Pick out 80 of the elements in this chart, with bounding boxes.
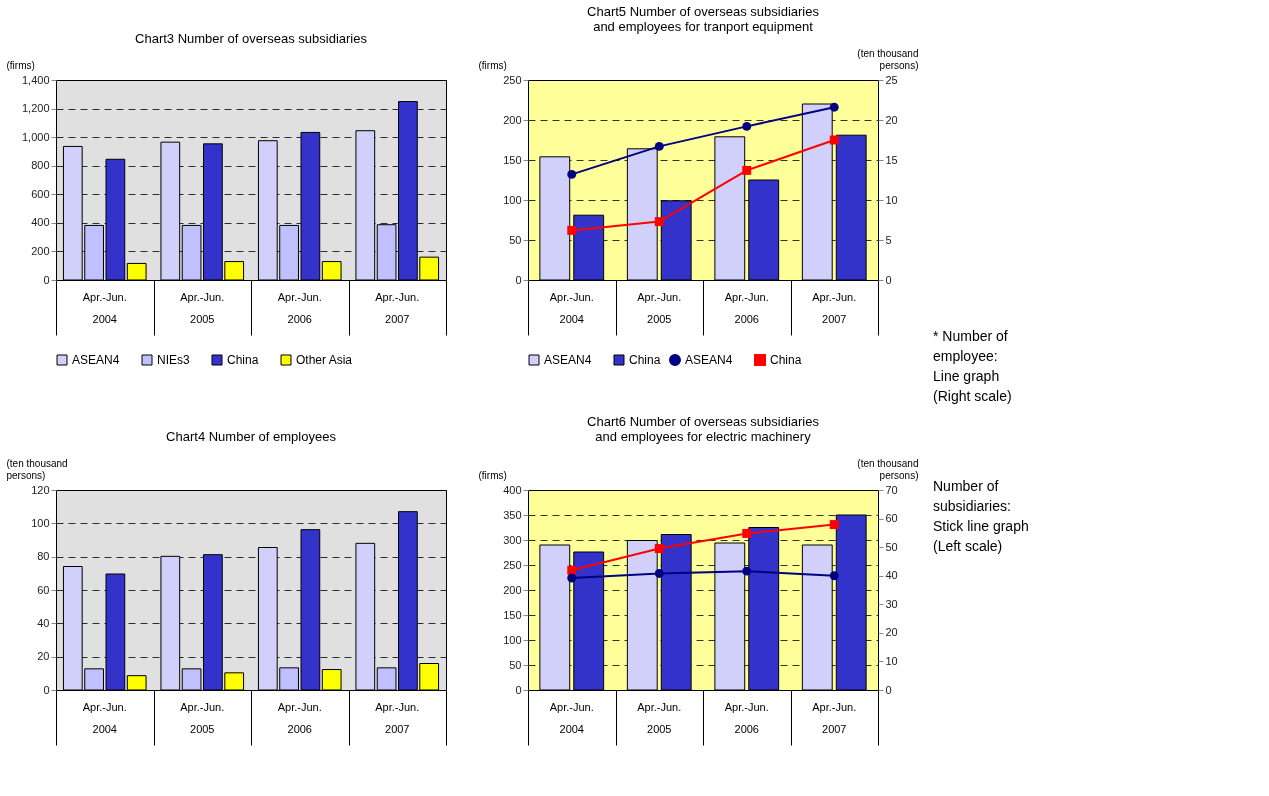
y-tick-label: 50	[509, 233, 522, 246]
y-tick-label: 0	[515, 683, 522, 696]
y-tick-label: 400	[503, 483, 522, 496]
y2-tick-label: 25	[885, 73, 898, 86]
y-tick-label: 400	[31, 216, 50, 229]
legend-label: Other Asia	[296, 353, 353, 367]
y2-tick-label: 15	[885, 153, 898, 166]
legend-label: NIEs3	[157, 353, 190, 367]
chart-title: Chart6 Number of overseas subsidiaries and employees for electric machinery	[587, 414, 820, 444]
x-tick-label: Apr.-Jun. 2006	[277, 291, 322, 325]
chart-title: Chart4 Number of employees	[166, 429, 337, 444]
y-tick-label: 200	[503, 113, 522, 126]
y2-tick-label: 0	[885, 273, 892, 286]
x-tick-label: Apr.-Jun. 2004	[549, 291, 594, 325]
y-tick-label: 1,000	[21, 130, 50, 143]
y2-tick-label: 10	[885, 193, 898, 206]
legend-label: ASEAN4	[72, 353, 120, 367]
y-tick-label: 150	[503, 153, 522, 166]
y-tick-label: 0	[515, 273, 522, 286]
x-tick-label: Apr.-Jun. 2004	[82, 701, 127, 735]
y-tick-label: 1,400	[21, 73, 50, 86]
y-tick-label: 40	[37, 616, 50, 629]
text: Number of subsidiaries: Stick line graph (Left scale)	[933, 478, 1029, 554]
y-tick-label: 250	[503, 73, 522, 86]
x-tick-label: Apr.-Jun. 2005	[180, 291, 225, 325]
y2-tick-label: 60	[885, 512, 898, 525]
x-tick-label: Apr.-Jun. 2007	[375, 291, 420, 325]
y-tick-label: 50	[509, 658, 522, 671]
y2-tick-label: 5	[885, 233, 892, 246]
x-tick-label: Apr.-Jun. 2004	[549, 701, 594, 735]
x-tick-label: Apr.-Jun. 2005	[637, 701, 682, 735]
legend-label: ASEAN4	[685, 353, 733, 367]
y-tick-label: 100	[31, 516, 50, 529]
chart-title: Chart5 Number of overseas subsidiaries and employees for tranport equipment	[587, 4, 820, 34]
y2-axis-title: (ten thousand persons)	[857, 457, 919, 481]
y-tick-label: 0	[43, 273, 50, 286]
y2-tick-label: 10	[885, 654, 898, 667]
y-tick-label: 300	[503, 533, 522, 546]
legend-label: China	[227, 353, 259, 367]
y-tick-label: 250	[503, 558, 522, 571]
y-tick-label: 350	[503, 508, 522, 521]
y-tick-label: 60	[37, 583, 50, 596]
legend-label: China	[629, 353, 661, 367]
x-tick-label: Apr.-Jun. 2006	[724, 291, 769, 325]
y-tick-label: 150	[503, 608, 522, 621]
y-tick-label: 600	[31, 187, 50, 200]
y2-tick-label: 40	[885, 569, 898, 582]
x-tick-label: Apr.-Jun. 2006	[277, 701, 322, 735]
y-tick-label: 120	[31, 483, 50, 496]
y-axis-title: (firms)	[6, 59, 35, 71]
y-axis-title: (firms)	[478, 469, 507, 481]
y-tick-label: 0	[43, 683, 50, 696]
y-tick-label: 100	[503, 193, 522, 206]
y2-tick-label: 20	[885, 626, 898, 639]
x-tick-label: Apr.-Jun. 2006	[724, 701, 769, 735]
y2-tick-label: 50	[885, 540, 898, 553]
y-axis-title: (ten thousand persons)	[6, 457, 68, 481]
y-tick-label: 100	[503, 633, 522, 646]
y-tick-label: 200	[31, 244, 50, 257]
legend-label: China	[770, 353, 802, 367]
y-axis-title: (firms)	[478, 59, 507, 71]
x-tick-label: Apr.-Jun. 2007	[812, 291, 857, 325]
y-tick-label: 20	[37, 650, 50, 663]
y-tick-label: 200	[503, 583, 522, 596]
y-tick-label: 1,200	[21, 102, 50, 115]
y2-axis-title: (ten thousand persons)	[857, 47, 919, 71]
x-tick-label: Apr.-Jun. 2005	[180, 701, 225, 735]
x-tick-label: Apr.-Jun. 2007	[812, 701, 857, 735]
y2-tick-label: 70	[885, 483, 898, 496]
y2-tick-label: 30	[885, 597, 898, 610]
x-tick-label: Apr.-Jun. 2007	[375, 701, 420, 735]
legend-label: ASEAN4	[544, 353, 592, 367]
chart-title: Chart3 Number of overseas subsidiaries	[135, 31, 368, 46]
y-tick-label: 800	[31, 159, 50, 172]
y2-tick-label: 0	[885, 683, 892, 696]
x-tick-label: Apr.-Jun. 2005	[637, 291, 682, 325]
text: * Number of employee: Line graph (Right scale)	[933, 328, 1012, 404]
x-tick-label: Apr.-Jun. 2004	[82, 291, 127, 325]
y2-tick-label: 20	[885, 113, 898, 126]
y-tick-label: 80	[37, 550, 50, 563]
